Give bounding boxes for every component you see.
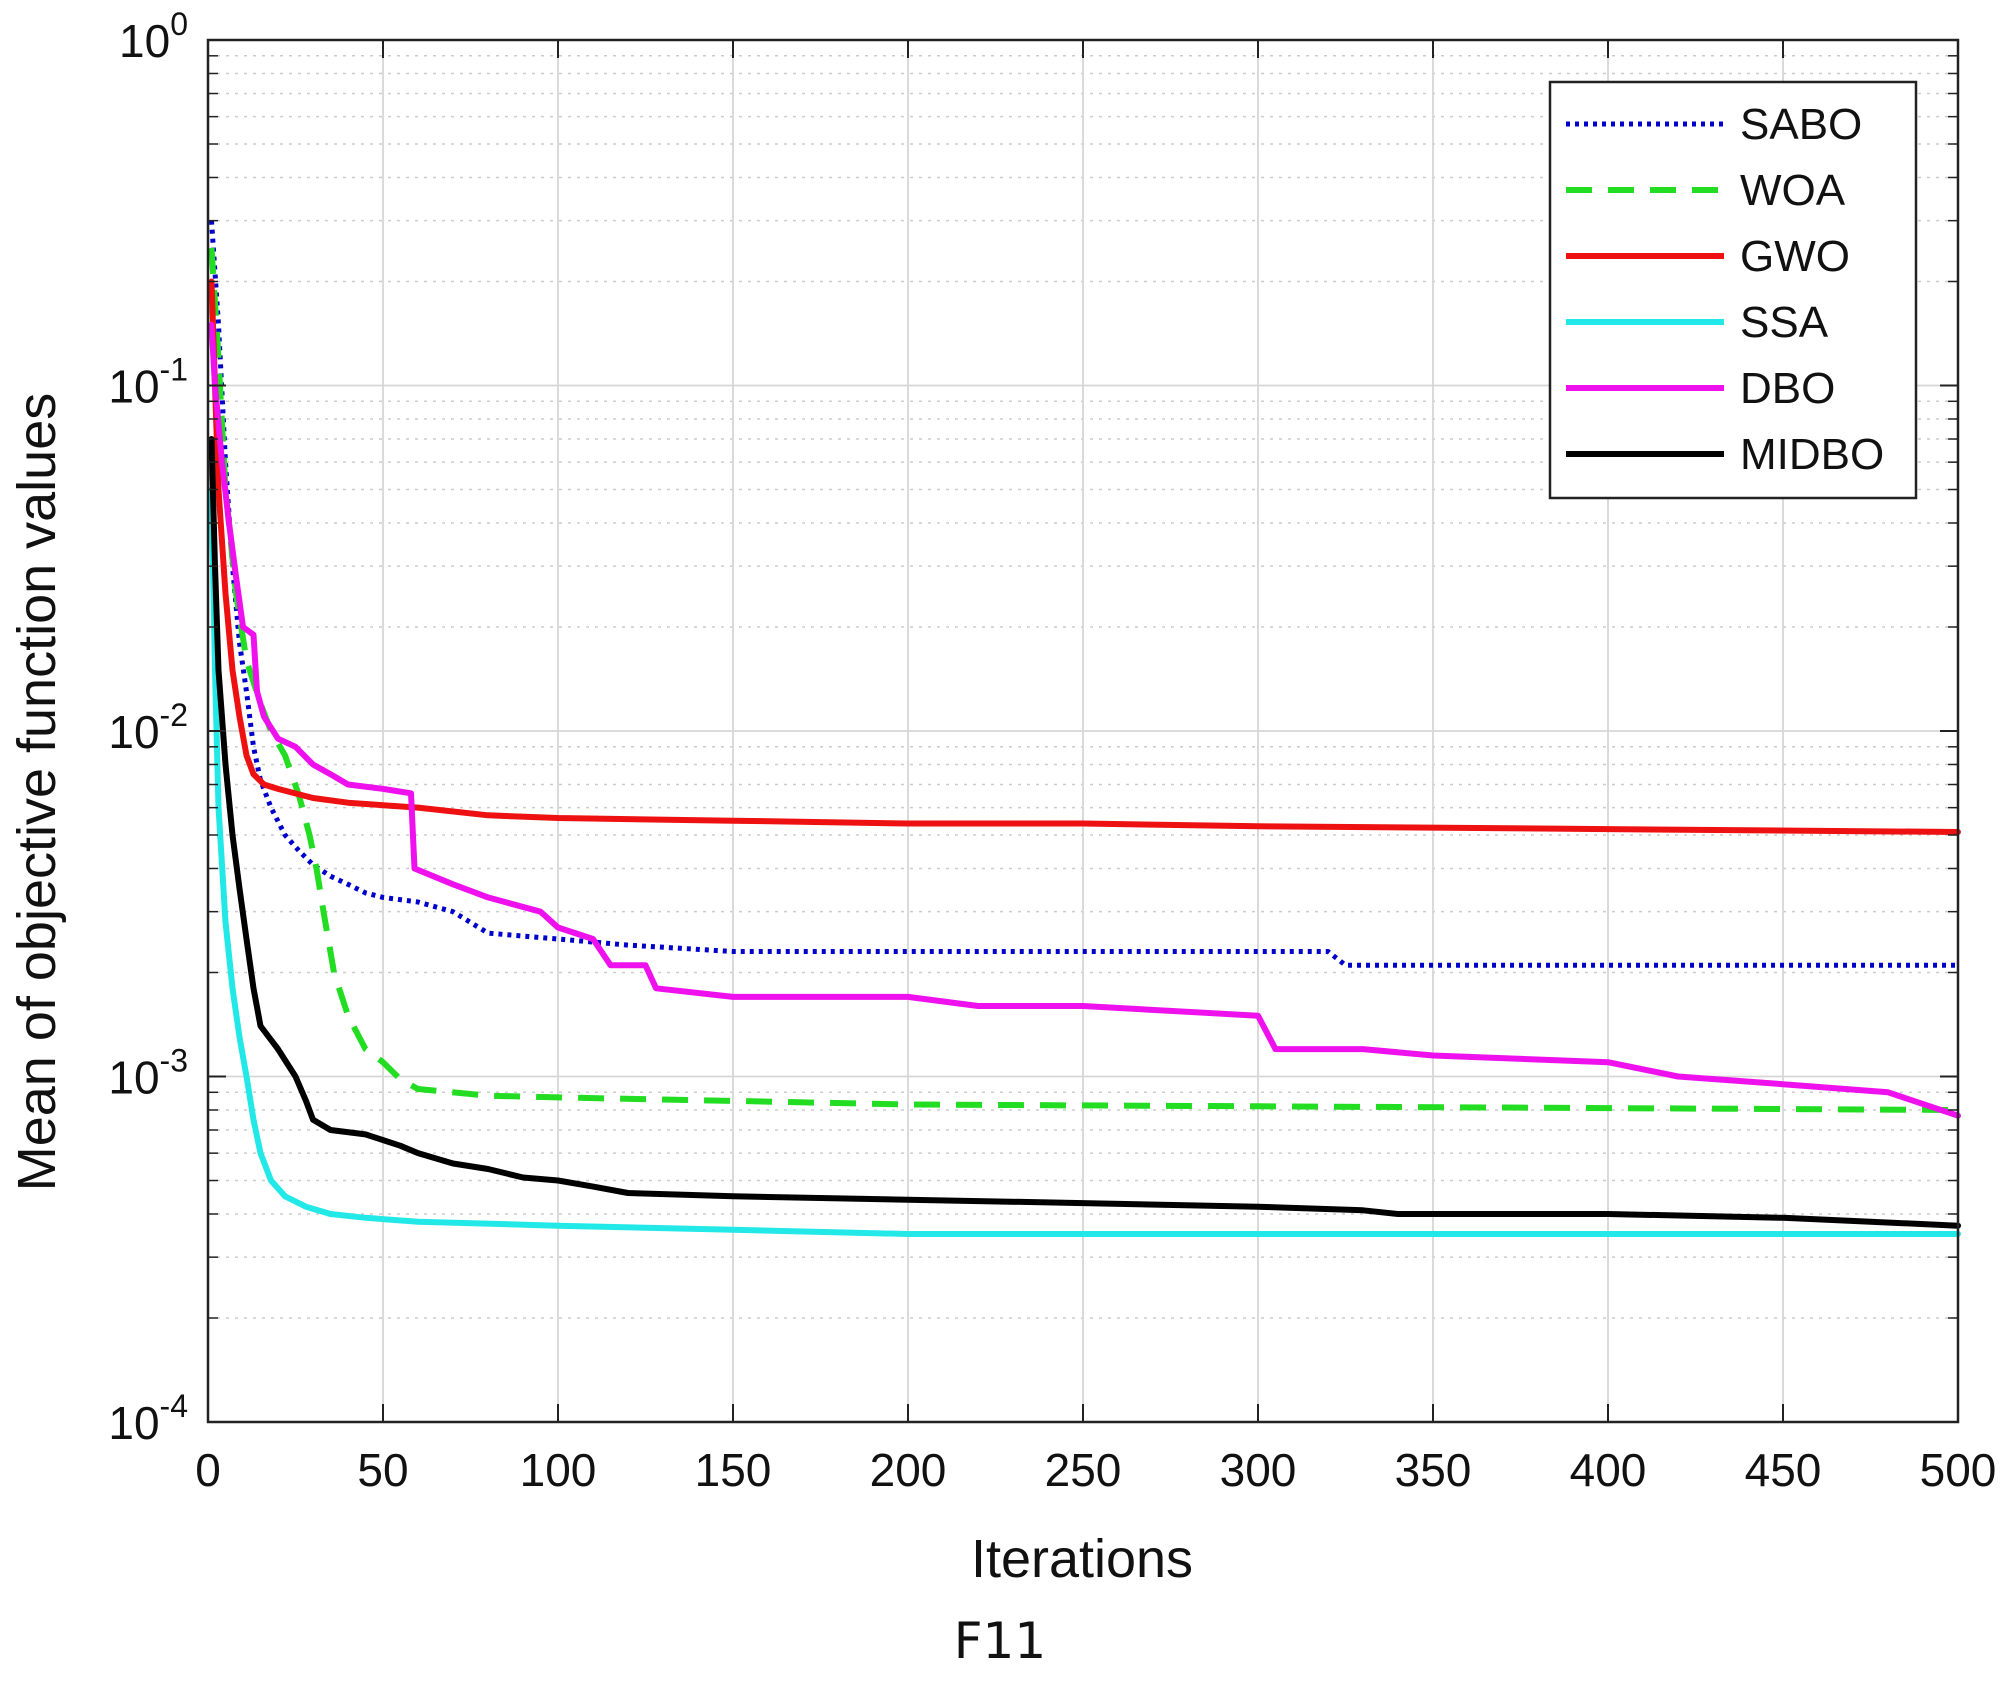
legend-label-ssa: SSA — [1740, 298, 1829, 347]
y-tick-label: 100 — [119, 6, 188, 67]
series-line-sabo — [209, 220, 1958, 968]
series-line-dbo — [208, 321, 1961, 1119]
x-tick-label: 400 — [1570, 1444, 1647, 1496]
x-tick-label: 350 — [1395, 1444, 1472, 1496]
axes-box — [206, 38, 1960, 1424]
x-tick-label: 100 — [520, 1444, 597, 1496]
x-tick-label: 200 — [870, 1444, 947, 1496]
x-tick-label: 50 — [357, 1444, 408, 1496]
series-line-gwo — [208, 278, 1961, 835]
y-axis-title: Mean of objective function values — [7, 393, 67, 1191]
y-tick-label: 10-3 — [108, 1043, 188, 1104]
legend: SABO WOA GWO SSA DBO MIDBO — [1548, 80, 1918, 500]
legend-label-sabo: SABO — [1740, 100, 1862, 149]
y-tick-label: 10-4 — [108, 1388, 188, 1449]
y-tick-label: 10-2 — [108, 697, 188, 758]
x-tick-label: 300 — [1220, 1444, 1297, 1496]
x-axis-title: Iterations — [971, 1529, 1193, 1589]
x-tick-label: 450 — [1745, 1444, 1822, 1496]
legend-label-midbo: MIDBO — [1740, 430, 1884, 479]
legend-label-woa: WOA — [1740, 166, 1846, 215]
y-tick-label: 10-1 — [108, 352, 188, 413]
series-line-midbo — [208, 436, 1961, 1229]
plot-area — [208, 220, 1961, 1237]
series-line-ssa — [208, 486, 1961, 1237]
figure-caption: F11 — [953, 1612, 1047, 1670]
x-tick-label: 250 — [1045, 1444, 1122, 1496]
legend-label-dbo: DBO — [1740, 364, 1835, 413]
x-tick-label: 150 — [695, 1444, 772, 1496]
axes: 100 10-1 10-2 10-3 10-40 50 100 150 200 250 300 350… — [108, 6, 1996, 1496]
legend-label-gwo: GWO — [1740, 232, 1850, 281]
x-tick-label: 500 — [1920, 1444, 1997, 1496]
x-tick-label: 0 — [195, 1444, 221, 1496]
legend-box — [1548, 80, 1918, 500]
